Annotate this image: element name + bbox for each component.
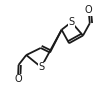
Text: S: S [38,62,44,72]
Text: O: O [14,74,22,84]
Text: O: O [84,5,92,15]
Text: S: S [68,17,74,27]
